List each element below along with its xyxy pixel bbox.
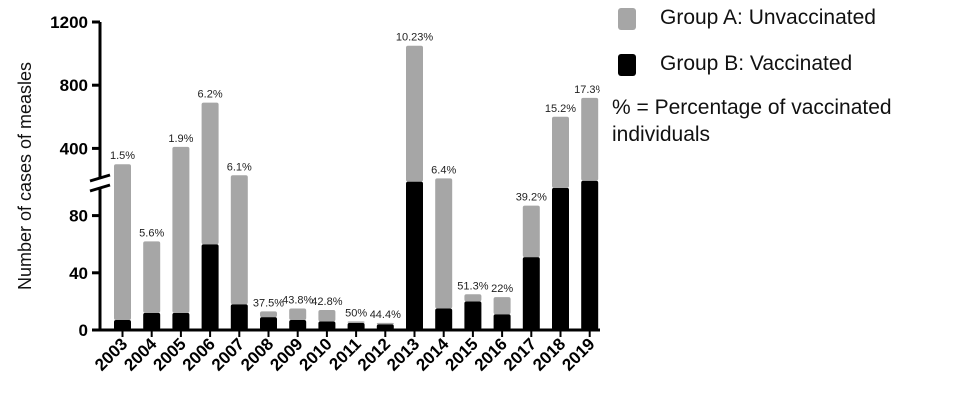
legend-label-unvaccinated: Group A: Unvaccinated [660,6,876,29]
bar-vaccinated-2016 [493,314,511,330]
data-label-2015: 51.3% [457,280,488,292]
data-label-2019: 17.3% [574,84,600,96]
x-tick-label-2010: 2010 [296,334,336,374]
x-tick-label-2005: 2005 [150,334,190,374]
x-tick-label-2003: 2003 [91,334,131,374]
x-tick-label-2019: 2019 [558,334,598,374]
data-label-2018: 15.2% [545,103,576,115]
bar-unvaccinated-2010 [318,309,336,322]
bar-vaccinated-2007 [230,304,248,330]
bar-unvaccinated-2008 [260,311,277,318]
y-tick-label-400: 400 [60,139,88,158]
bar-unvaccinated-2011 [347,321,365,323]
bar-unvaccinated-2012 [376,322,394,325]
x-tick-label-2008: 2008 [237,334,277,374]
y-axis-label: Number of cases of measles [15,62,35,290]
x-tick-label-2018: 2018 [529,334,569,374]
bar-unvaccinated-2005 [172,146,190,313]
bar-unvaccinated-2007 [230,175,248,305]
bar-vaccinated-2010 [318,321,336,330]
x-tick-label-2012: 2012 [354,334,394,374]
bar-unvaccinated-2016 [493,297,511,315]
legend-item-unvaccinated: Group A: Unvaccinated [612,6,968,52]
legend-note-line2: individuals [612,123,711,146]
data-label-2011: 50% [345,307,367,319]
x-tick-label-2011: 2011 [325,334,365,374]
legend-item-vaccinated: Group B: Vaccinated [612,52,968,98]
legend-swatch-vaccinated [618,54,636,76]
x-tick-label-2014: 2014 [412,334,453,375]
x-tick-label-2007: 2007 [208,334,248,374]
bar-unvaccinated-2015 [464,294,482,302]
y-tick-label-0: 0 [79,321,88,340]
bar-unvaccinated-2006 [201,102,219,245]
legend-swatch-unvaccinated [618,8,636,30]
bar-vaccinated-2015 [464,301,482,330]
bar-unvaccinated-2018 [552,116,569,188]
y-tick-label-800: 800 [60,76,88,95]
bar-vaccinated-2005 [172,312,190,330]
data-label-2005: 1.9% [168,133,193,145]
bar-vaccinated-2003 [114,319,131,330]
bar-vaccinated-2019 [581,180,599,330]
legend-label-vaccinated: Group B: Vaccinated [660,52,853,75]
y-tick-label-1200: 1200 [50,13,88,32]
data-label-2016: 22% [491,283,513,295]
data-label-2003: 1.5% [110,150,135,162]
bar-vaccinated-2014 [435,308,453,330]
axis-break-mark-top [89,173,111,183]
x-tick-label-2017: 2017 [500,334,540,374]
bar-vaccinated-2018 [552,187,569,330]
data-label-2004: 5.6% [139,227,164,239]
data-label-2008: 37.5% [253,297,284,309]
bar-unvaccinated-2009 [289,308,307,320]
x-tick-label-2016: 2016 [471,334,511,374]
legend: Group A: Unvaccinated Group B: Vaccinate… [612,6,968,146]
bar-vaccinated-2009 [289,319,307,330]
data-label-2009: 43.8% [282,295,313,307]
data-label-2014: 6.4% [431,164,456,176]
data-label-2013: 10.23% [396,32,434,44]
bar-unvaccinated-2019 [581,97,599,181]
x-tick-label-2006: 2006 [179,334,219,374]
x-tick-label-2004: 2004 [120,334,161,375]
data-label-2012: 44.4% [370,309,401,321]
x-tick-label-2015: 2015 [442,334,482,374]
data-label-2017: 39.2% [516,192,547,204]
bar-unvaccinated-2014 [435,178,453,309]
y-tick-label-40: 40 [69,264,88,283]
bar-vaccinated-2011 [347,322,365,330]
bar-unvaccinated-2017 [522,205,540,258]
x-tick-label-2013: 2013 [383,334,423,374]
measles-chart: 1.5% 2003 5.6% 2004 1.9% 2005 6.2% 2006 6.1% 2007… [15,13,600,375]
bar-vaccinated-2008 [260,317,277,330]
x-tick-label-2009: 2009 [266,334,306,374]
data-label-2006: 6.2% [198,89,223,101]
axis-break-mark-bottom [89,183,111,193]
bar-unvaccinated-2004 [143,241,161,313]
bar-unvaccinated-2013 [406,45,423,182]
y-tick-label-80: 80 [69,207,88,226]
legend-note-line1: % = Percentage of vaccinated [612,96,892,119]
bar-vaccinated-2017 [522,257,540,330]
data-label-2007: 6.1% [227,161,252,173]
bar-vaccinated-2013 [406,181,423,330]
bar-unvaccinated-2003 [114,164,131,320]
data-label-2010: 42.8% [311,296,342,308]
bar-vaccinated-2006 [201,244,219,330]
legend-note: % = Percentage of vaccinated individuals [612,94,962,148]
bar-vaccinated-2004 [143,312,161,330]
